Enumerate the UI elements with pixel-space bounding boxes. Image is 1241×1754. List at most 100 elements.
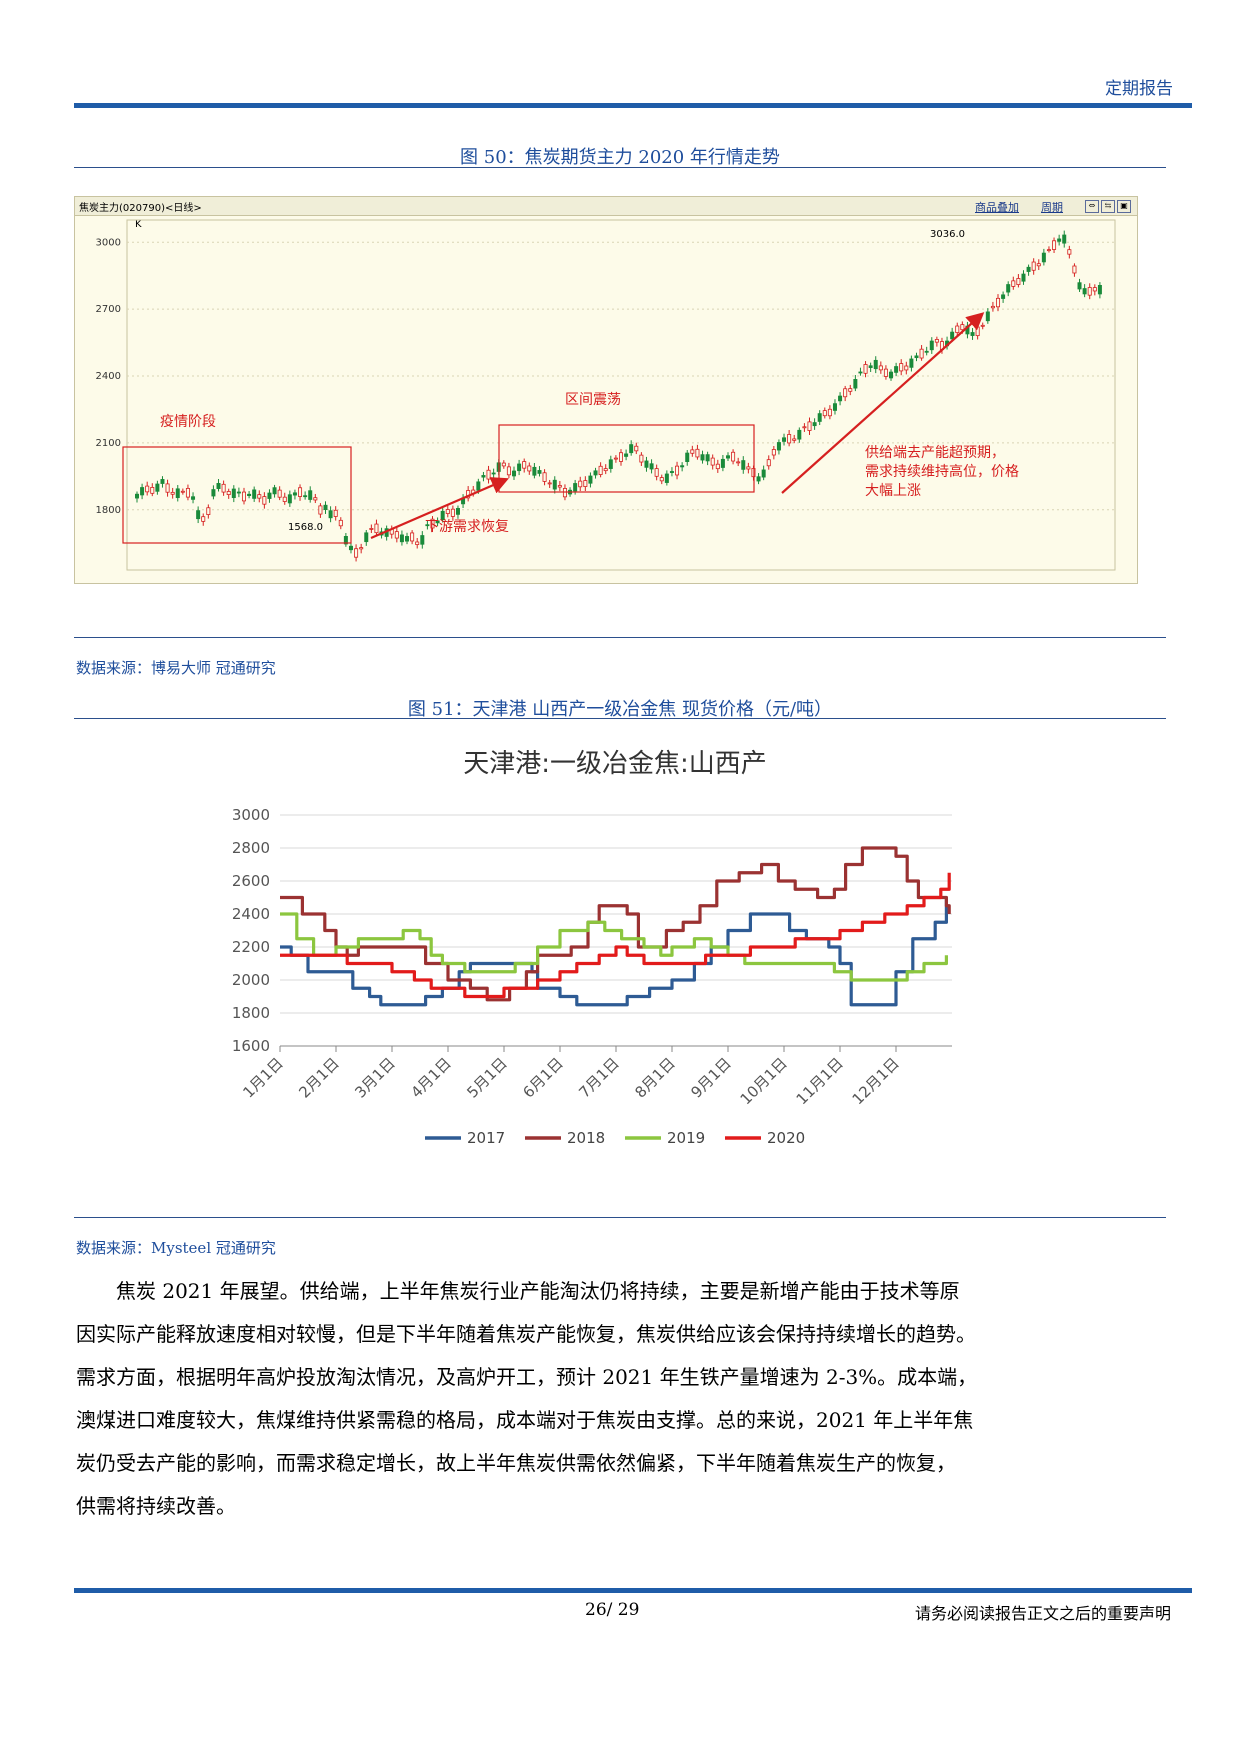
candle-body bbox=[863, 364, 868, 374]
candle-body bbox=[746, 466, 751, 470]
candle-body bbox=[741, 460, 746, 470]
figure50-bottom-rule bbox=[74, 637, 1166, 638]
candle-body bbox=[608, 459, 613, 469]
candle-body bbox=[792, 438, 797, 441]
candle-body bbox=[848, 388, 853, 392]
period-link[interactable]: 周期 bbox=[1041, 201, 1063, 214]
y-tick-label: 2800 bbox=[232, 839, 270, 857]
chart-title: 天津港:一级冶金焦:山西产 bbox=[463, 749, 767, 779]
figure50-chart-title: 焦炭主力(020790)<日线> bbox=[79, 203, 202, 214]
candle-body bbox=[1052, 240, 1057, 250]
candle-body bbox=[909, 358, 914, 368]
range-box bbox=[498, 424, 755, 493]
candle-body bbox=[725, 455, 730, 459]
candle-body bbox=[807, 421, 812, 431]
candle-body bbox=[328, 510, 333, 519]
candle-body bbox=[593, 470, 598, 476]
maximize-icon[interactable]: ▣ bbox=[1117, 200, 1131, 213]
candle-body bbox=[1057, 238, 1062, 242]
paragraph-line: 澳煤进口难度较大，焦煤维持供紧需稳的格局，成本端对于焦炭由支撑。总的来说，202… bbox=[76, 1408, 974, 1432]
candle-body bbox=[517, 463, 522, 472]
k-axis-label: K bbox=[135, 219, 142, 230]
x-tick-label: 9月1日 bbox=[687, 1054, 734, 1101]
candle-body bbox=[634, 445, 639, 452]
candle-body bbox=[649, 463, 654, 470]
zoom-in-icon[interactable]: ⇆ bbox=[1101, 200, 1115, 213]
candle-body bbox=[430, 518, 435, 529]
candle-body bbox=[262, 496, 267, 505]
candle-body bbox=[196, 510, 201, 520]
candle-body bbox=[629, 444, 634, 454]
x-tick-label: 8月1日 bbox=[631, 1054, 678, 1101]
legend-label: 2019 bbox=[667, 1129, 705, 1147]
legend-label: 2017 bbox=[467, 1129, 505, 1147]
candle-body bbox=[1046, 249, 1051, 252]
candle-body bbox=[231, 488, 236, 499]
candle-body bbox=[241, 491, 246, 502]
candle-body bbox=[919, 348, 924, 359]
x-tick-label: 10月1日 bbox=[737, 1054, 791, 1108]
candle-body bbox=[868, 365, 873, 368]
candle-body bbox=[583, 480, 588, 487]
figure50-caption: 图 50：焦炭期货主力 2020 年行情走势 bbox=[460, 147, 780, 168]
candle-body bbox=[191, 496, 196, 500]
candle-body bbox=[1087, 287, 1092, 296]
y-tick-label: 2400 bbox=[232, 905, 270, 923]
figure51-caption-rule bbox=[74, 718, 1166, 719]
x-tick-label: 3月1日 bbox=[351, 1054, 398, 1101]
candle-body bbox=[654, 468, 659, 477]
candle-body bbox=[675, 465, 680, 476]
candle-body bbox=[894, 366, 899, 373]
candle-body bbox=[975, 326, 980, 337]
candle-body bbox=[1011, 280, 1016, 287]
x-tick-label: 12月1日 bbox=[849, 1054, 903, 1108]
y-tick-label: 2200 bbox=[232, 938, 270, 956]
zoom-out-icon[interactable]: ⇔ bbox=[1085, 200, 1099, 213]
page-number: 26/ 29 bbox=[585, 1600, 640, 1620]
candle-body bbox=[720, 458, 725, 468]
y-tick-label: 3000 bbox=[96, 237, 121, 248]
y-tick-label: 2600 bbox=[232, 872, 270, 890]
y-tick-label: 2000 bbox=[232, 971, 270, 989]
candle-body bbox=[598, 465, 603, 475]
candle-body bbox=[476, 481, 481, 491]
candle-body bbox=[150, 487, 155, 494]
candle-body bbox=[522, 461, 527, 469]
candle-body bbox=[501, 462, 506, 467]
figure50-caption-rule bbox=[74, 167, 1166, 168]
candle-body bbox=[145, 485, 150, 493]
y-tick-label: 2700 bbox=[96, 304, 121, 315]
candle-body bbox=[140, 487, 145, 496]
candle-body bbox=[226, 491, 231, 495]
candle-body bbox=[491, 472, 496, 475]
candle-body bbox=[185, 488, 190, 498]
candle-body bbox=[787, 434, 792, 444]
candle-body bbox=[1006, 284, 1011, 293]
rally-label-line: 大幅上涨 bbox=[865, 483, 921, 499]
low-price-label: 1568.0 bbox=[288, 522, 323, 533]
candle-body bbox=[899, 363, 904, 372]
candle-body bbox=[710, 457, 715, 466]
candle-body bbox=[980, 324, 985, 327]
candle-body bbox=[914, 355, 919, 359]
candle-body bbox=[552, 479, 557, 490]
candle-body bbox=[924, 350, 929, 353]
candle-body bbox=[644, 460, 649, 468]
epidemic-box bbox=[122, 446, 352, 544]
candle-body bbox=[680, 465, 685, 468]
candle-body bbox=[512, 470, 517, 477]
y-tick-label: 2100 bbox=[96, 438, 121, 449]
candle-body bbox=[782, 437, 787, 442]
candle-body bbox=[700, 454, 705, 461]
legend-label: 2018 bbox=[567, 1129, 605, 1147]
candle-body bbox=[619, 452, 624, 462]
overlay-commodity-link[interactable]: 商品叠加 bbox=[975, 201, 1019, 214]
candle-body bbox=[578, 480, 583, 488]
candle-body bbox=[822, 410, 827, 417]
y-tick-label: 1800 bbox=[232, 1004, 270, 1022]
candle-body bbox=[761, 469, 766, 478]
x-tick-label: 11月1日 bbox=[793, 1054, 847, 1108]
candle-body bbox=[135, 493, 140, 499]
candle-body bbox=[1016, 278, 1021, 285]
candle-body bbox=[731, 451, 736, 462]
